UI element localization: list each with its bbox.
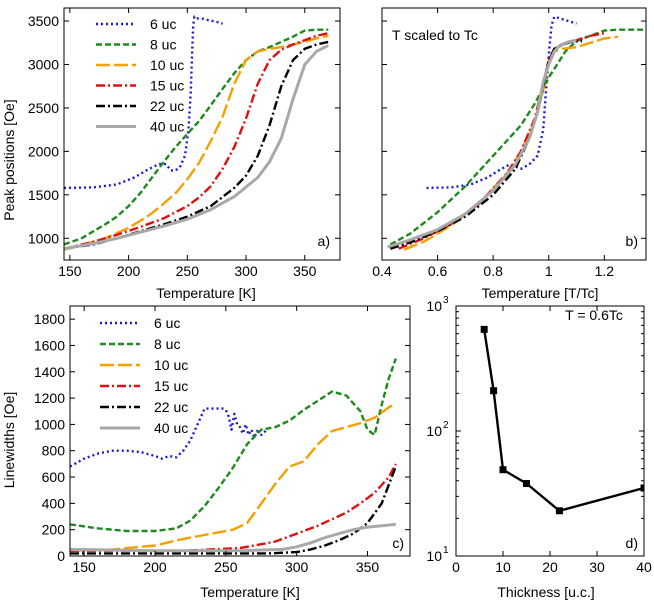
legend-entry: 8 uc — [150, 37, 176, 53]
y-tick-label: 400 — [42, 495, 66, 511]
series-group — [387, 15, 646, 251]
x-tick-label: 1 — [545, 263, 553, 279]
legend-entry: 10 uc — [150, 57, 184, 73]
panel-b-xlabel: Temperature [T/Tc] — [482, 285, 599, 301]
y-tick-label-exponent: 3 — [443, 295, 449, 306]
legend-entry: 22 uc — [150, 98, 184, 114]
panel-c: 150 200 250 300 350 0 200 400 600 800 1000 1200 1400… — [34, 305, 411, 575]
x-tick-label: 0.6 — [428, 263, 448, 279]
y-tick-label: 2500 — [28, 100, 59, 116]
x-tick-label: 0 — [452, 559, 460, 575]
x-tick-label: 200 — [143, 559, 167, 575]
x-tick-label: 10 — [495, 559, 511, 575]
panel-b-annotation: T scaled to Tc — [392, 27, 478, 43]
y-tick-label: 1500 — [28, 187, 59, 203]
data-point-marker — [499, 466, 507, 474]
x-tick-label: 30 — [589, 559, 605, 575]
panel-a: 150 200 250 300 350 1000 1500 2000 2500 3000 3500 6… — [28, 7, 341, 279]
panel-c-xlabel: Temperature [K] — [200, 584, 300, 600]
x-tick-label: 300 — [234, 263, 258, 279]
y-tick-label: 600 — [42, 469, 66, 485]
x-tick-label: 0.8 — [483, 263, 503, 279]
legend-entry: 6 uc — [154, 315, 180, 331]
y-tick-label: 800 — [42, 443, 66, 459]
x-tick-label: 1.2 — [595, 263, 615, 279]
y-tick-label: 200 — [42, 522, 66, 538]
panel-d-annotation: T = 0.6Tc — [565, 307, 623, 323]
series-line-15-uc — [64, 32, 329, 250]
x-tick-label: 250 — [214, 559, 238, 575]
y-tick-label: 3500 — [28, 13, 59, 29]
x-tick-label: 0.4 — [372, 263, 392, 279]
series-line-40-uc — [387, 38, 577, 249]
x-tick-label: 200 — [117, 263, 141, 279]
y-tick-label: 1000 — [28, 230, 59, 246]
series-group — [480, 325, 644, 515]
panel-c-ylabel: Linewidths [Oe] — [1, 392, 17, 489]
axes-frame — [381, 7, 647, 261]
panel-a-ylabel: Peak positions [Oe] — [1, 99, 17, 220]
y-tick-label: 3000 — [28, 56, 59, 72]
series-line-8-uc — [389, 28, 646, 246]
x-tick-label: 300 — [285, 559, 309, 575]
panel-d-xlabel: Thickness [u.c.] — [497, 584, 594, 600]
series-line-6-uc — [426, 15, 577, 190]
legend-entry: 10 uc — [154, 357, 188, 373]
legend-entry: 40 uc — [154, 420, 188, 436]
x-tick-label: 250 — [176, 263, 200, 279]
legend-entry: 6 uc — [150, 16, 176, 32]
series-line-8-uc — [70, 358, 397, 533]
x-tick-label: 350 — [356, 559, 380, 575]
x-tick-label: 150 — [58, 263, 82, 279]
y-tick-label: 1600 — [34, 337, 65, 353]
y-tick-label: 10 — [426, 423, 442, 439]
y-tick-label: 10 — [426, 548, 442, 564]
y-tick-label: 10 — [426, 298, 442, 314]
axes-frame — [63, 7, 341, 261]
legend-entry: 22 uc — [154, 399, 188, 415]
data-point-marker — [490, 387, 498, 395]
panel-c-label: c) — [392, 535, 404, 551]
data-point-marker — [480, 325, 488, 333]
legend-entry: 8 uc — [154, 336, 180, 352]
series-group — [70, 358, 397, 555]
y-tick-label: 0 — [57, 548, 65, 564]
panel-b-label: b) — [626, 233, 638, 249]
data-point-marker — [523, 480, 530, 488]
y-tick-label: 1400 — [34, 364, 65, 380]
panel-d-label: d) — [626, 535, 638, 551]
x-tick-label: 40 — [636, 559, 652, 575]
legend-entry: 40 uc — [150, 119, 184, 135]
series-line-22-uc — [64, 40, 329, 250]
x-tick-label: 20 — [542, 559, 558, 575]
y-tick-label: 1000 — [34, 416, 65, 432]
panel-b: 0.4 0.6 0.8 1 1.2 — [372, 7, 647, 279]
y-tick-label: 1800 — [34, 311, 65, 327]
series-line-6-uc — [64, 15, 223, 190]
series-line-40-uc — [64, 44, 329, 251]
panel-a-xlabel: Temperature [K] — [156, 285, 256, 301]
series-line-t-0-6tc — [483, 329, 644, 512]
data-point-marker — [640, 484, 644, 492]
y-tick-label-exponent: 2 — [443, 420, 449, 431]
axes-frame — [69, 305, 411, 557]
x-tick-label: 150 — [72, 559, 96, 575]
data-point-marker — [555, 507, 563, 515]
series-group — [64, 15, 329, 251]
y-tick-label-exponent: 1 — [443, 545, 449, 556]
series-line-8-uc — [64, 28, 329, 246]
y-tick-label: 1200 — [34, 390, 65, 406]
y-tick-label: 2000 — [28, 143, 59, 159]
series-line-40-uc — [70, 522, 396, 553]
panel-a-label: a) — [318, 233, 330, 249]
x-tick-label: 350 — [293, 263, 317, 279]
series-line-22-uc — [70, 466, 397, 555]
series-line-10-uc — [70, 402, 397, 552]
legend-entry: 15 uc — [150, 78, 184, 94]
legend-entry: 15 uc — [154, 378, 188, 394]
